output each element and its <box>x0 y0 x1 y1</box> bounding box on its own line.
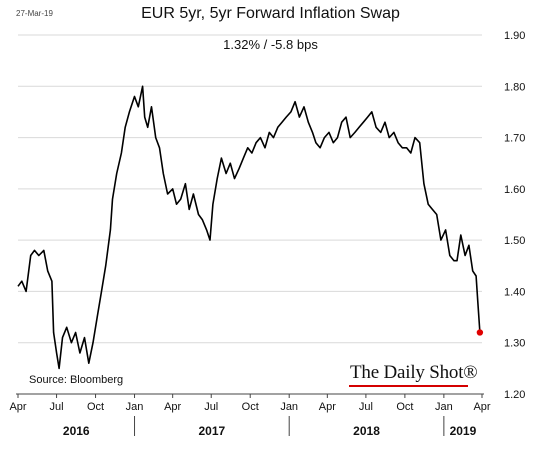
x-tick-label: Jul <box>204 401 218 413</box>
y-tick-label: 1.80 <box>504 81 525 93</box>
y-tick-label: 1.90 <box>504 30 525 42</box>
x-tick-label: Apr <box>164 401 181 413</box>
chart-date: 27-Mar-19 <box>16 9 53 18</box>
brand-underline <box>349 385 468 387</box>
chart-title: EUR 5yr, 5yr Forward Inflation Swap <box>141 5 400 22</box>
last-value-marker <box>476 329 484 336</box>
x-tick-label: Jan <box>435 401 453 413</box>
y-tick-label: 1.60 <box>504 184 525 196</box>
x-tick-label: Oct <box>242 401 259 413</box>
x-tick-label: Apr <box>319 401 336 413</box>
brand-logo: The Daily Shot® <box>350 362 478 383</box>
x-tick-label: Jan <box>280 401 298 413</box>
year-label: 2018 <box>353 424 380 438</box>
y-tick-label: 1.20 <box>504 389 525 401</box>
year-label: 2016 <box>63 424 90 438</box>
x-tick-label: Jan <box>126 401 144 413</box>
source-note: Source: Bloomberg <box>29 374 124 386</box>
y-tick-label: 1.70 <box>504 133 525 145</box>
chart-subtitle: 1.32% / -5.8 bps <box>223 37 318 52</box>
y-tick-label: 1.30 <box>504 338 525 350</box>
year-label: 2019 <box>450 424 477 438</box>
x-tick-label: Jul <box>50 401 64 413</box>
x-tick-label: Oct <box>87 401 104 413</box>
x-tick-label: Apr <box>9 401 26 413</box>
year-label: 2017 <box>199 424 226 438</box>
x-tick-label: Jul <box>359 401 373 413</box>
y-tick-label: 1.40 <box>504 286 525 298</box>
series-line <box>17 85 481 370</box>
y-tick-label: 1.50 <box>504 235 525 247</box>
x-tick-label: Oct <box>396 401 413 413</box>
x-tick-label: Apr <box>473 401 490 413</box>
